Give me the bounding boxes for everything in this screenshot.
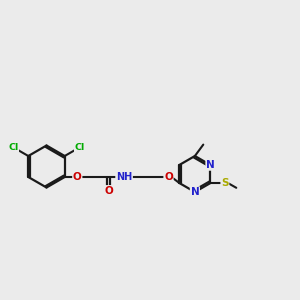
Text: Cl: Cl — [75, 143, 85, 152]
Text: O: O — [73, 172, 82, 182]
Text: O: O — [104, 186, 113, 196]
Text: N: N — [206, 160, 215, 170]
Text: S: S — [221, 178, 229, 188]
Text: N: N — [190, 187, 199, 197]
Text: Cl: Cl — [8, 143, 18, 152]
Text: NH: NH — [116, 172, 132, 182]
Text: O: O — [164, 172, 173, 182]
